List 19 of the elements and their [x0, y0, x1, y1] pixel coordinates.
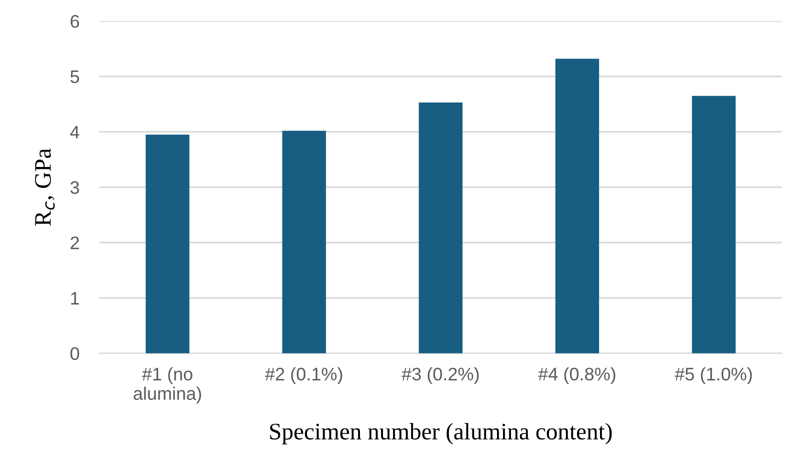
y-tick-label: 0 [70, 347, 80, 360]
y-tick-label: 5 [70, 70, 80, 84]
bar [282, 130, 326, 354]
y-axis-title: R$_{c}$, GPa [35, 148, 55, 226]
x-tick-label: #4 (0.8%) [538, 367, 616, 384]
x-tick-label: #2 (0.1%) [265, 367, 342, 384]
y-tick-label: 1 [71, 292, 79, 304]
bar [692, 96, 736, 354]
bar [555, 58, 600, 354]
y-tick-label: 2 [70, 236, 79, 250]
bar [146, 134, 190, 354]
x-tick-label: #3 (0.2%) [402, 367, 479, 384]
x-axis-title: Specimen number (alumina content) [270, 422, 612, 444]
y-tick-label: 6 [70, 14, 80, 28]
bar [418, 102, 463, 354]
x-tick-label: #1 (no alumina) [134, 367, 202, 404]
x-tick-label: #5 (1.0%) [674, 367, 752, 384]
y-tick-label: 3 [70, 181, 80, 194]
y-tick-label: 4 [70, 126, 80, 138]
